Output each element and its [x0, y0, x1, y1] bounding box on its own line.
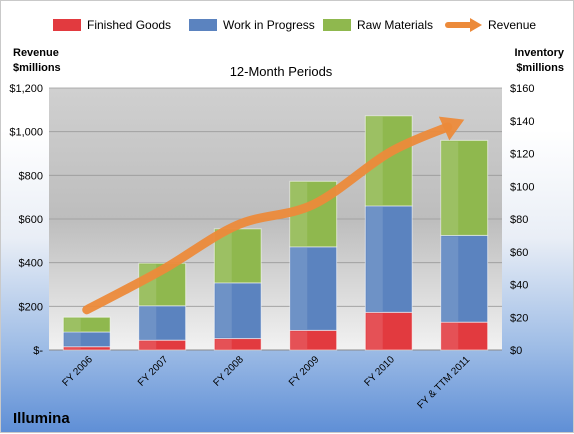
right-tick-label: $160 [510, 83, 534, 95]
legend-swatch [53, 19, 81, 31]
bar-highlight [442, 236, 458, 321]
left-axis-title-line1: Revenue [13, 47, 59, 59]
legend: Finished Goods Work in Progress Raw Materi… [53, 18, 536, 32]
category-label: FY 2008 [211, 354, 246, 389]
chart-title: 12-Month Periods [230, 64, 333, 79]
left-tick-label: $1,000 [9, 127, 43, 139]
legend-swatch [189, 19, 217, 31]
category-label: FY & TTM 2011 [415, 354, 472, 411]
right-tick-label: $140 [510, 116, 534, 128]
left-tick-label: $800 [19, 170, 43, 182]
category-label: FY 2010 [362, 354, 397, 389]
bar-highlight [291, 248, 307, 330]
right-tick-label: $60 [510, 247, 528, 259]
legend-label: Revenue [488, 18, 536, 32]
company-name: Illumina [13, 410, 70, 427]
category-labels: FY 2006 FY 2007 FY 2008 FY 2009 FY 2010 FY & … [60, 354, 472, 411]
left-tick-label: $600 [19, 214, 43, 226]
right-axis-title-line1: Inventory [514, 47, 564, 59]
bar-highlight [291, 331, 307, 349]
bar-highlight [442, 323, 458, 349]
left-axis-title-line2: $millions [13, 62, 61, 74]
bar-highlight [215, 340, 231, 349]
bar-highlight [64, 318, 80, 331]
category-label: FY 2007 [136, 354, 171, 389]
right-tick-label: $0 [510, 345, 522, 357]
right-tick-label: $40 [510, 280, 528, 292]
right-ticks: $0 $20 $40 $60 $80 $100 $120 $140 $160 [510, 83, 534, 357]
right-tick-label: $80 [510, 214, 528, 226]
bar-highlight [140, 307, 156, 339]
category-label: FY 2009 [287, 354, 322, 389]
right-axis-title-line2: $millions [516, 62, 564, 74]
left-tick-label: $1,200 [9, 83, 43, 95]
bar-highlight [215, 284, 231, 338]
bar-highlight [140, 341, 156, 349]
bar-highlight [366, 207, 382, 311]
bar-highlight [366, 313, 382, 349]
legend-arrow [470, 18, 482, 32]
right-tick-label: $100 [510, 181, 534, 193]
legend-label: Work in Progress [223, 18, 315, 32]
bar-highlight [64, 333, 80, 346]
left-tick-label: $- [33, 345, 43, 357]
category-label: FY 2006 [60, 354, 95, 389]
bar-highlight [64, 348, 80, 349]
left-tick-label: $400 [19, 258, 43, 270]
left-ticks: $- $200 $400 $600 $800 $1,000 $1,200 [9, 83, 43, 357]
left-tick-label: $200 [19, 301, 43, 313]
legend-swatch [323, 19, 351, 31]
right-tick-label: $120 [510, 149, 534, 161]
legend-label: Raw Materials [357, 18, 433, 32]
bar-highlight [442, 141, 458, 234]
right-tick-label: $20 [510, 312, 528, 324]
legend-label: Finished Goods [87, 18, 171, 32]
